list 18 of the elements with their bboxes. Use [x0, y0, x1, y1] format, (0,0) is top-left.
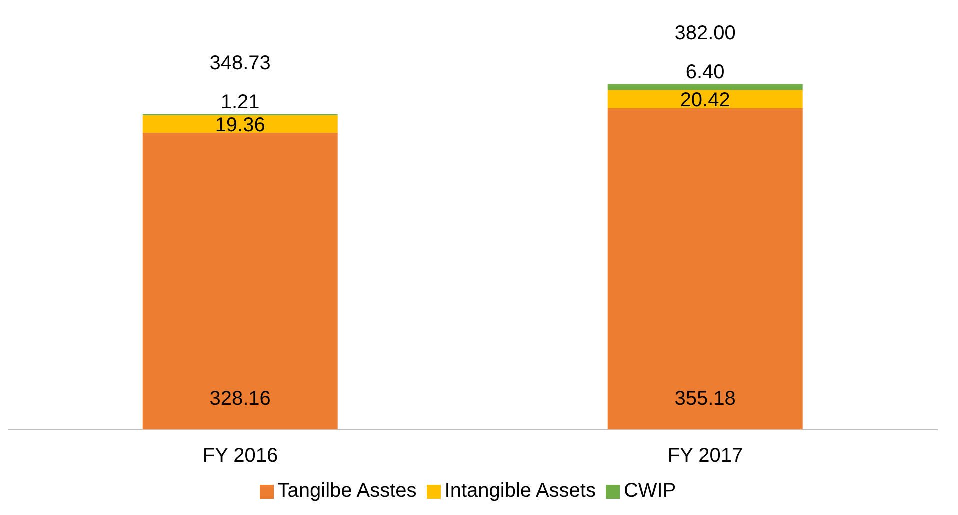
legend-label: Tangilbe Asstes — [278, 480, 417, 502]
legend-label: Intangible Assets — [444, 480, 596, 502]
x-tick-label: FY 2016 — [202, 445, 278, 468]
x-tick-label: FY 2017 — [668, 445, 744, 468]
data-label: 328.16 — [210, 388, 271, 410]
bar — [142, 115, 338, 134]
data-label: 1.21 — [220, 91, 260, 114]
legend-label: CWIP — [624, 480, 676, 502]
bar — [142, 133, 338, 430]
data-label: 20.42 — [680, 89, 730, 112]
data-label: 355.18 — [674, 388, 736, 410]
total-label: 348.73 — [210, 52, 271, 74]
data-label: 6.40 — [686, 61, 725, 84]
bar — [608, 90, 803, 109]
total-label: 382.00 — [674, 22, 736, 44]
bar — [608, 84, 803, 90]
data-label: 19.36 — [215, 114, 266, 136]
bar — [608, 108, 803, 430]
